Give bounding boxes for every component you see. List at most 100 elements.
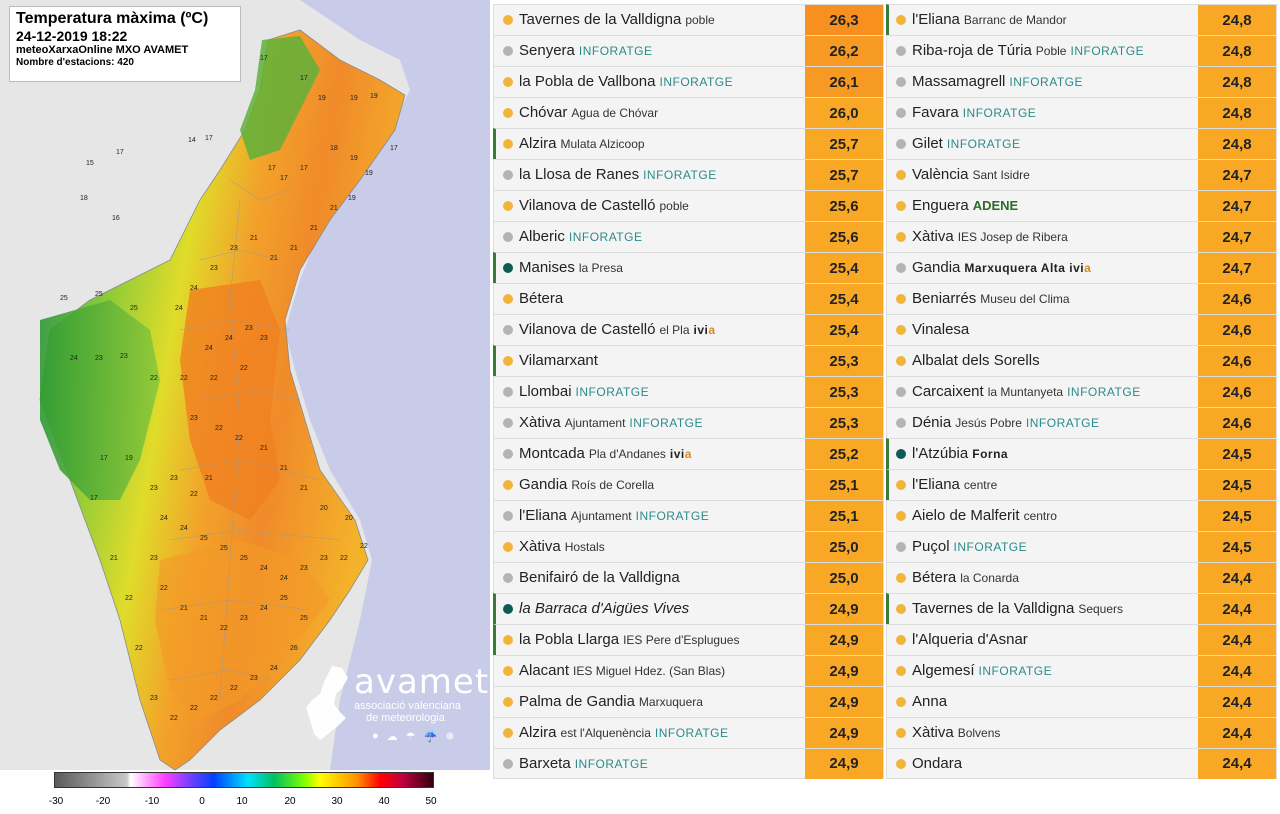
station-name[interactable]: Barxeta [519, 754, 571, 772]
station-row[interactable]: Xàtiva Hostals 25,0 [493, 531, 884, 562]
station-row[interactable]: Bétera la Conarda 24,4 [886, 562, 1277, 593]
station-name[interactable]: Senyera [519, 42, 575, 59]
station-row[interactable]: Palma de Gandia Marxuquera 24,9 [493, 686, 884, 717]
station-row[interactable]: Alberic INFORATGE 25,6 [493, 221, 884, 252]
station-name[interactable]: Massamagrell [912, 73, 1006, 90]
station-name[interactable]: Alacant [519, 662, 570, 679]
station-row[interactable]: Favara INFORATGE 24,8 [886, 97, 1277, 128]
station-row[interactable]: la Llosa de Ranes INFORATGE 25,7 [493, 159, 884, 190]
station-row[interactable]: Ondara 24,4 [886, 748, 1277, 779]
station-name[interactable]: Alberic [519, 228, 565, 245]
station-row[interactable]: l'Alqueria d'Asnar 24,4 [886, 624, 1277, 655]
station-name[interactable]: Manises [519, 259, 575, 276]
station-row[interactable]: Barxeta INFORATGE 24,9 [493, 748, 884, 779]
station-row[interactable]: Bétera 25,4 [493, 283, 884, 314]
station-name[interactable]: Bétera [519, 290, 564, 307]
station-name[interactable]: Vilanova de Castelló [519, 321, 656, 338]
station-row[interactable]: Algemesí INFORATGE 24,4 [886, 655, 1277, 686]
station-row[interactable]: Tavernes de la Valldigna Sequers 24,4 [886, 593, 1277, 624]
station-row[interactable]: Carcaixent la Muntanyeta INFORATGE 24,6 [886, 376, 1277, 407]
station-row[interactable]: Llombai INFORATGE 25,3 [493, 376, 884, 407]
station-row[interactable]: Tavernes de la Valldigna poble 26,3 [493, 4, 884, 35]
station-name[interactable]: Aielo de Malferit [912, 507, 1020, 524]
station-row[interactable]: Alzira est l'Alquenència INFORATGE 24,9 [493, 717, 884, 748]
station-name[interactable]: Xàtiva [912, 724, 954, 741]
station-row[interactable]: Gilet INFORATGE 24,8 [886, 128, 1277, 159]
station-name[interactable]: Chóvar [519, 104, 568, 121]
station-name[interactable]: Xàtiva [912, 228, 954, 245]
station-name[interactable]: la Barraca d'Aigües Vives [519, 600, 690, 617]
station-name[interactable]: l'Eliana [912, 11, 960, 28]
station-name[interactable]: Montcada [519, 445, 585, 462]
station-name[interactable]: Alzira [519, 135, 557, 152]
station-name[interactable]: l'Eliana [519, 507, 567, 524]
station-name[interactable]: Bétera [912, 569, 957, 586]
station-row[interactable]: la Pobla de Vallbona INFORATGE 26,1 [493, 66, 884, 97]
station-row[interactable]: Senyera INFORATGE 26,2 [493, 35, 884, 66]
station-name[interactable]: Albalat dels Sorells [912, 352, 1040, 369]
station-row[interactable]: Vilamarxant 25,3 [493, 345, 884, 376]
station-row[interactable]: l'Eliana centre 24,5 [886, 469, 1277, 500]
station-name[interactable]: l'Atzúbia [912, 445, 969, 462]
station-name[interactable]: Enguera [912, 197, 969, 214]
station-row[interactable]: l'Atzúbia Forna 24,5 [886, 438, 1277, 469]
station-row[interactable]: Benifairó de la Valldigna 25,0 [493, 562, 884, 593]
station-name[interactable]: Favara [912, 104, 959, 121]
station-name[interactable]: Vinalesa [912, 321, 970, 338]
station-row[interactable]: Xàtiva Bolvens 24,4 [886, 717, 1277, 748]
station-row[interactable]: la Pobla Llarga IES Pere d'Esplugues 24,9 [493, 624, 884, 655]
station-name[interactable]: Carcaixent [912, 383, 984, 400]
station-row[interactable]: Vilanova de Castelló poble 25,6 [493, 190, 884, 221]
station-name[interactable]: Tavernes de la Valldigna [912, 600, 1075, 617]
station-name[interactable]: la Pobla de Vallbona [519, 73, 656, 90]
station-name[interactable]: Xàtiva [519, 414, 561, 431]
station-row[interactable]: Chóvar Agua de Chóvar 26,0 [493, 97, 884, 128]
station-name[interactable]: Puçol [912, 538, 950, 555]
station-name[interactable]: Llombai [519, 383, 572, 400]
station-row[interactable]: Puçol INFORATGE 24,5 [886, 531, 1277, 562]
station-name[interactable]: Beniarrés [912, 290, 977, 307]
station-name[interactable]: Benifairó de la Valldigna [519, 569, 680, 586]
station-name[interactable]: Gandia [912, 259, 961, 276]
station-name[interactable]: Tavernes de la Valldigna [519, 11, 682, 28]
station-row[interactable]: Montcada Pla d'Andanes ivia 25,2 [493, 438, 884, 469]
station-row[interactable]: Dénia Jesús Pobre INFORATGE 24,6 [886, 407, 1277, 438]
station-row[interactable]: Albalat dels Sorells 24,6 [886, 345, 1277, 376]
station-name[interactable]: Alzira [519, 724, 557, 741]
station-row[interactable]: Vinalesa 24,6 [886, 314, 1277, 345]
station-name[interactable]: València [912, 166, 969, 183]
station-row[interactable]: Alzira Mulata Alzicoop 25,7 [493, 128, 884, 159]
station-name[interactable]: la Pobla Llarga [519, 631, 620, 648]
station-name[interactable]: l'Alqueria d'Asnar [912, 631, 1028, 648]
station-name[interactable]: Algemesí [912, 662, 975, 679]
station-name[interactable]: Vilamarxant [519, 352, 598, 369]
station-row[interactable]: Alacant IES Miguel Hdez. (San Blas) 24,9 [493, 655, 884, 686]
station-row[interactable]: Xàtiva Ajuntament INFORATGE 25,3 [493, 407, 884, 438]
station-name[interactable]: Riba-roja de Túria [912, 42, 1032, 59]
station-row[interactable]: Xàtiva IES Josep de Ribera 24,7 [886, 221, 1277, 252]
station-name[interactable]: l'Eliana [912, 476, 960, 493]
station-name[interactable]: Xàtiva [519, 538, 561, 555]
station-row[interactable]: Enguera ADENE 24,7 [886, 190, 1277, 221]
station-row[interactable]: Riba-roja de Túria Poble INFORATGE 24,8 [886, 35, 1277, 66]
station-row[interactable]: la Barraca d'Aigües Vives 24,9 [493, 593, 884, 624]
station-row[interactable]: Massamagrell INFORATGE 24,8 [886, 66, 1277, 97]
station-name[interactable]: Dénia [912, 414, 952, 431]
station-row[interactable]: l'Eliana Barranc de Mandor 24,8 [886, 4, 1277, 35]
station-row[interactable]: Gandia Roís de Corella 25,1 [493, 469, 884, 500]
station-name[interactable]: Palma de Gandia [519, 693, 635, 710]
station-name[interactable]: Gandia [519, 476, 568, 493]
station-row[interactable]: Beniarrés Museu del Clima 24,6 [886, 283, 1277, 314]
station-row[interactable]: Gandia Marxuquera Alta ivia 24,7 [886, 252, 1277, 283]
station-name[interactable]: Anna [912, 693, 948, 710]
station-row[interactable]: Anna 24,4 [886, 686, 1277, 717]
station-row[interactable]: Aielo de Malferit centro 24,5 [886, 500, 1277, 531]
station-name[interactable]: la Llosa de Ranes [519, 166, 640, 183]
station-name[interactable]: Ondara [912, 754, 963, 772]
station-row[interactable]: València Sant Isidre 24,7 [886, 159, 1277, 190]
station-row[interactable]: l'Eliana Ajuntament INFORATGE 25,1 [493, 500, 884, 531]
station-row[interactable]: Vilanova de Castelló el Pla ivia 25,4 [493, 314, 884, 345]
station-name[interactable]: Vilanova de Castelló [519, 197, 656, 214]
station-name[interactable]: Gilet [912, 135, 943, 152]
station-row[interactable]: Manises la Presa 25,4 [493, 252, 884, 283]
